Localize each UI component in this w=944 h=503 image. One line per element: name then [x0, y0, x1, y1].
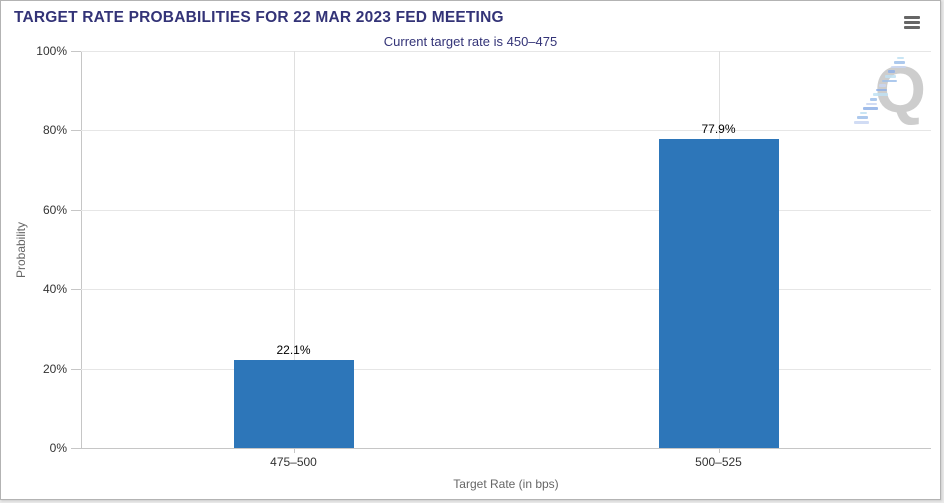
watermark-dash [875, 88, 887, 92]
x-tick [718, 448, 720, 453]
watermark-dash [872, 93, 888, 96]
hamburger-bar [904, 15, 920, 19]
y-axis-line [81, 51, 82, 448]
hamburger-bar [904, 20, 920, 24]
y-gridline [81, 51, 931, 52]
watermark-dash [878, 84, 886, 87]
watermark-dash [863, 107, 879, 110]
x-category-label: 500–525 [695, 455, 742, 469]
y-tick [71, 289, 81, 291]
bar-value-label: 22.1% [276, 343, 311, 358]
bar-value-label: 77.9% [701, 121, 736, 136]
watermark-dash [885, 75, 896, 78]
y-gridline [81, 289, 931, 291]
y-tick [71, 448, 81, 449]
probability-bar-500–525[interactable] [658, 138, 779, 448]
chart-title: TARGET RATE PROBABILITIES FOR 22 MAR 202… [14, 9, 504, 26]
y-tick [71, 368, 81, 370]
watermark-dash [869, 98, 877, 101]
x-gridline [293, 51, 295, 448]
y-gridline [81, 130, 931, 132]
y-tick [71, 209, 81, 211]
watermark-dash [854, 121, 869, 124]
y-tick-label: 0% [49, 441, 67, 455]
hamburger-menu-icon[interactable] [901, 13, 923, 33]
x-axis-title: Target Rate (in bps) [453, 477, 559, 491]
watermark-dash [888, 70, 896, 73]
y-tick-label: 100% [36, 44, 67, 58]
watermark-dash [857, 116, 869, 119]
y-gridline [81, 209, 931, 211]
watermark-dash [897, 56, 905, 60]
y-gridline [81, 448, 931, 449]
plot-area: Q 0% 20% 40% 60% 80% 100% 22.1% 475–500 77.9% 500… [36, 44, 931, 469]
y-tick-label: 20% [42, 361, 67, 376]
chart-subtitle: Current target rate is 450–475 [383, 34, 558, 49]
y-tick-label: 40% [42, 282, 67, 297]
watermark-dash [891, 65, 907, 69]
y-tick-label: 80% [42, 123, 67, 138]
y-gridline [81, 368, 931, 370]
watermark-dash [894, 61, 906, 64]
hamburger-bar [904, 25, 920, 29]
x-category-label: 475–500 [270, 455, 317, 469]
quandl-q-letter: Q [874, 52, 926, 126]
x-tick [293, 448, 295, 453]
y-tick [71, 130, 81, 132]
y-axis-title: Probability [14, 221, 28, 278]
watermark-dash [860, 111, 868, 115]
watermark-dash [866, 102, 878, 106]
probability-bar-475–500[interactable] [233, 360, 354, 448]
quandl-logo-watermark: Q [852, 52, 928, 131]
watermark-dash [881, 79, 897, 83]
y-tick-label: 60% [42, 202, 67, 217]
y-tick [71, 51, 81, 52]
